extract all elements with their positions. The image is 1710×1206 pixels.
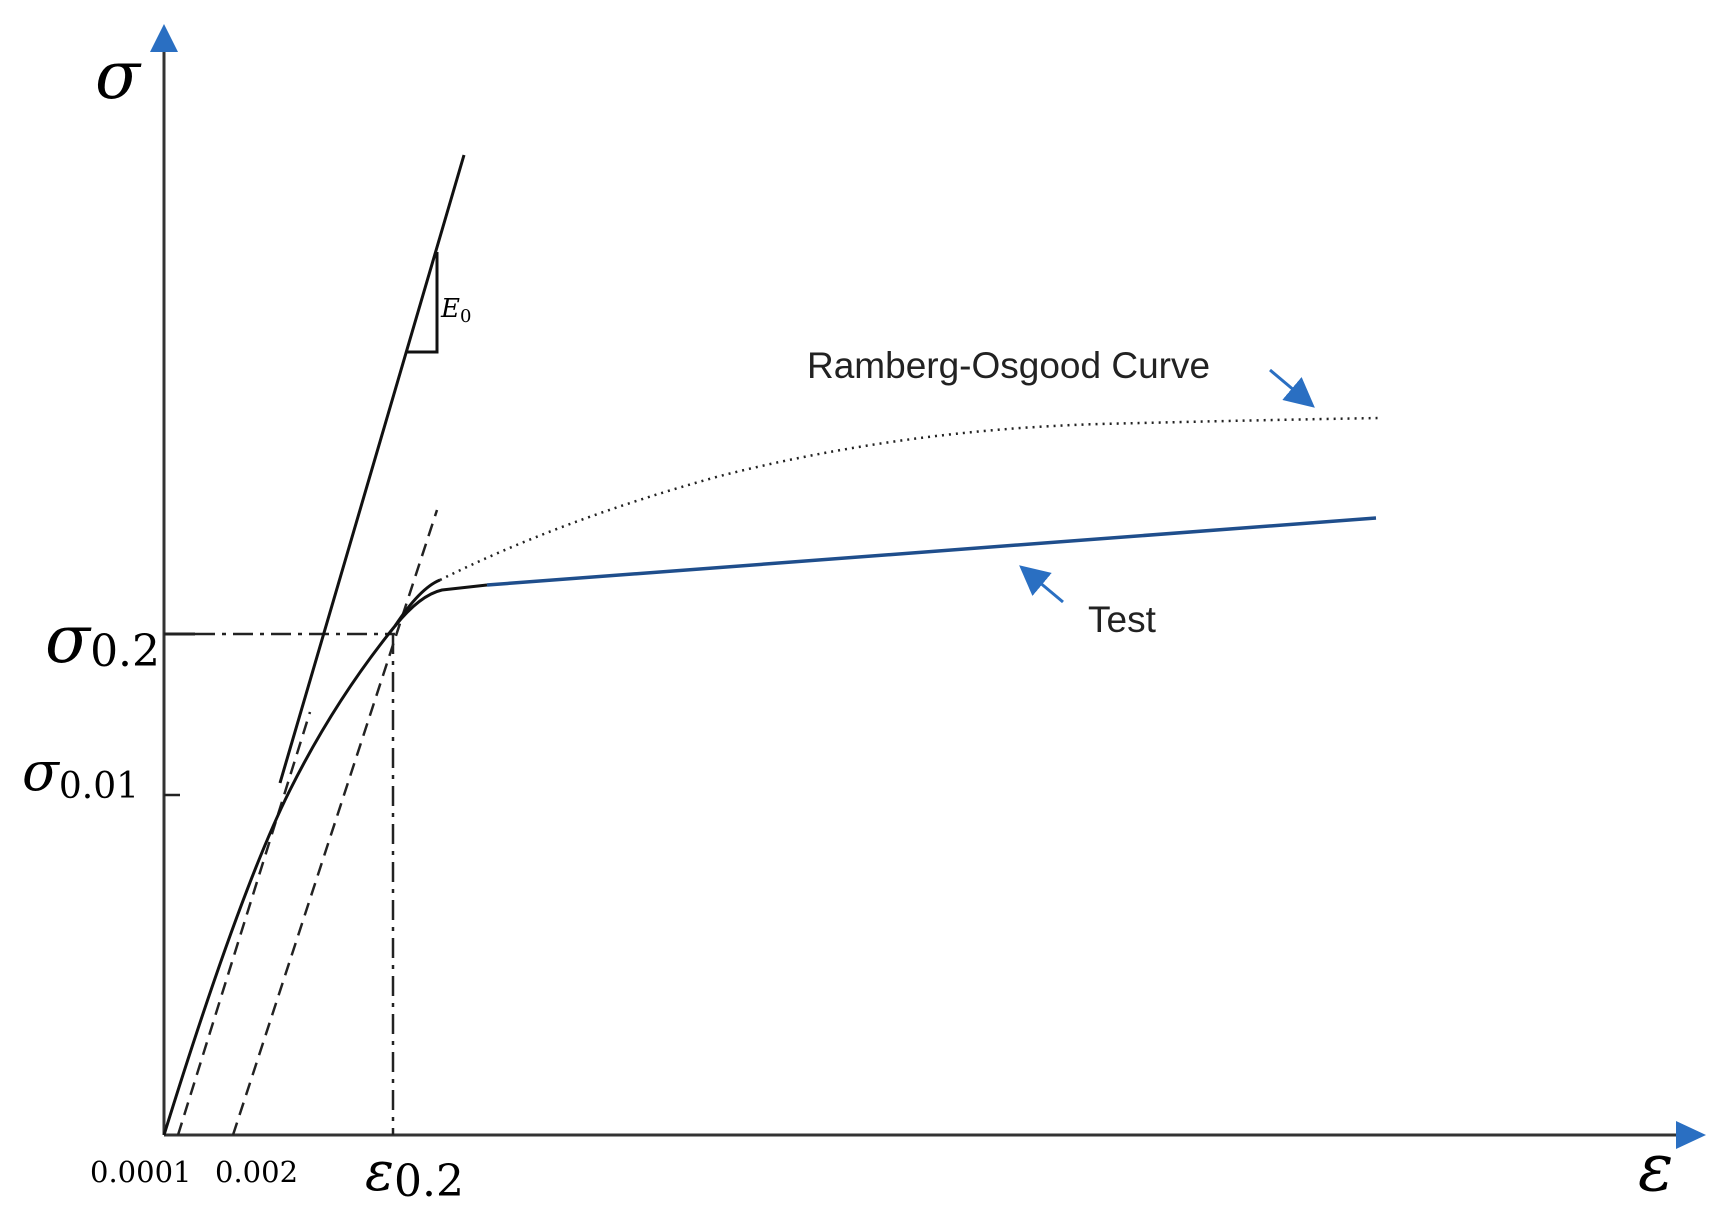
test-pointer-arrow [1019,565,1064,604]
ramberg-osgood-curve-solid [162,578,441,1136]
slope-label-e0: E0 [440,294,471,327]
arrow-up-icon [150,24,178,52]
offset-line-0-0001 [176,711,312,1136]
y-axis-symbol: σ [95,37,142,114]
ramberg-osgood-curve-dotted [439,416,1381,582]
arrow-right-icon [1676,1121,1706,1149]
ramberg-osgood-pointer-arrow [1269,368,1315,408]
elastic-modulus-line [278,154,466,784]
slope-triangle [406,252,439,354]
offset-line-0-002 [231,509,439,1136]
test-line [486,516,1377,587]
x-label-0-0001: 0.0001 [90,1155,191,1189]
x-label-0-002: 0.002 [215,1155,298,1189]
x-label-epsilon-0-2: ε0.2 [365,1140,464,1206]
test-transition-segment [393,583,488,627]
y-label-sigma-0-01: σ0.01 [22,740,139,807]
x-axis-symbol: ε [1638,1129,1673,1206]
test-label: Test [1088,599,1157,640]
y-label-sigma-0-2: σ0.2 [45,601,160,678]
ramberg-osgood-label: Ramberg-Osgood Curve [807,345,1210,386]
